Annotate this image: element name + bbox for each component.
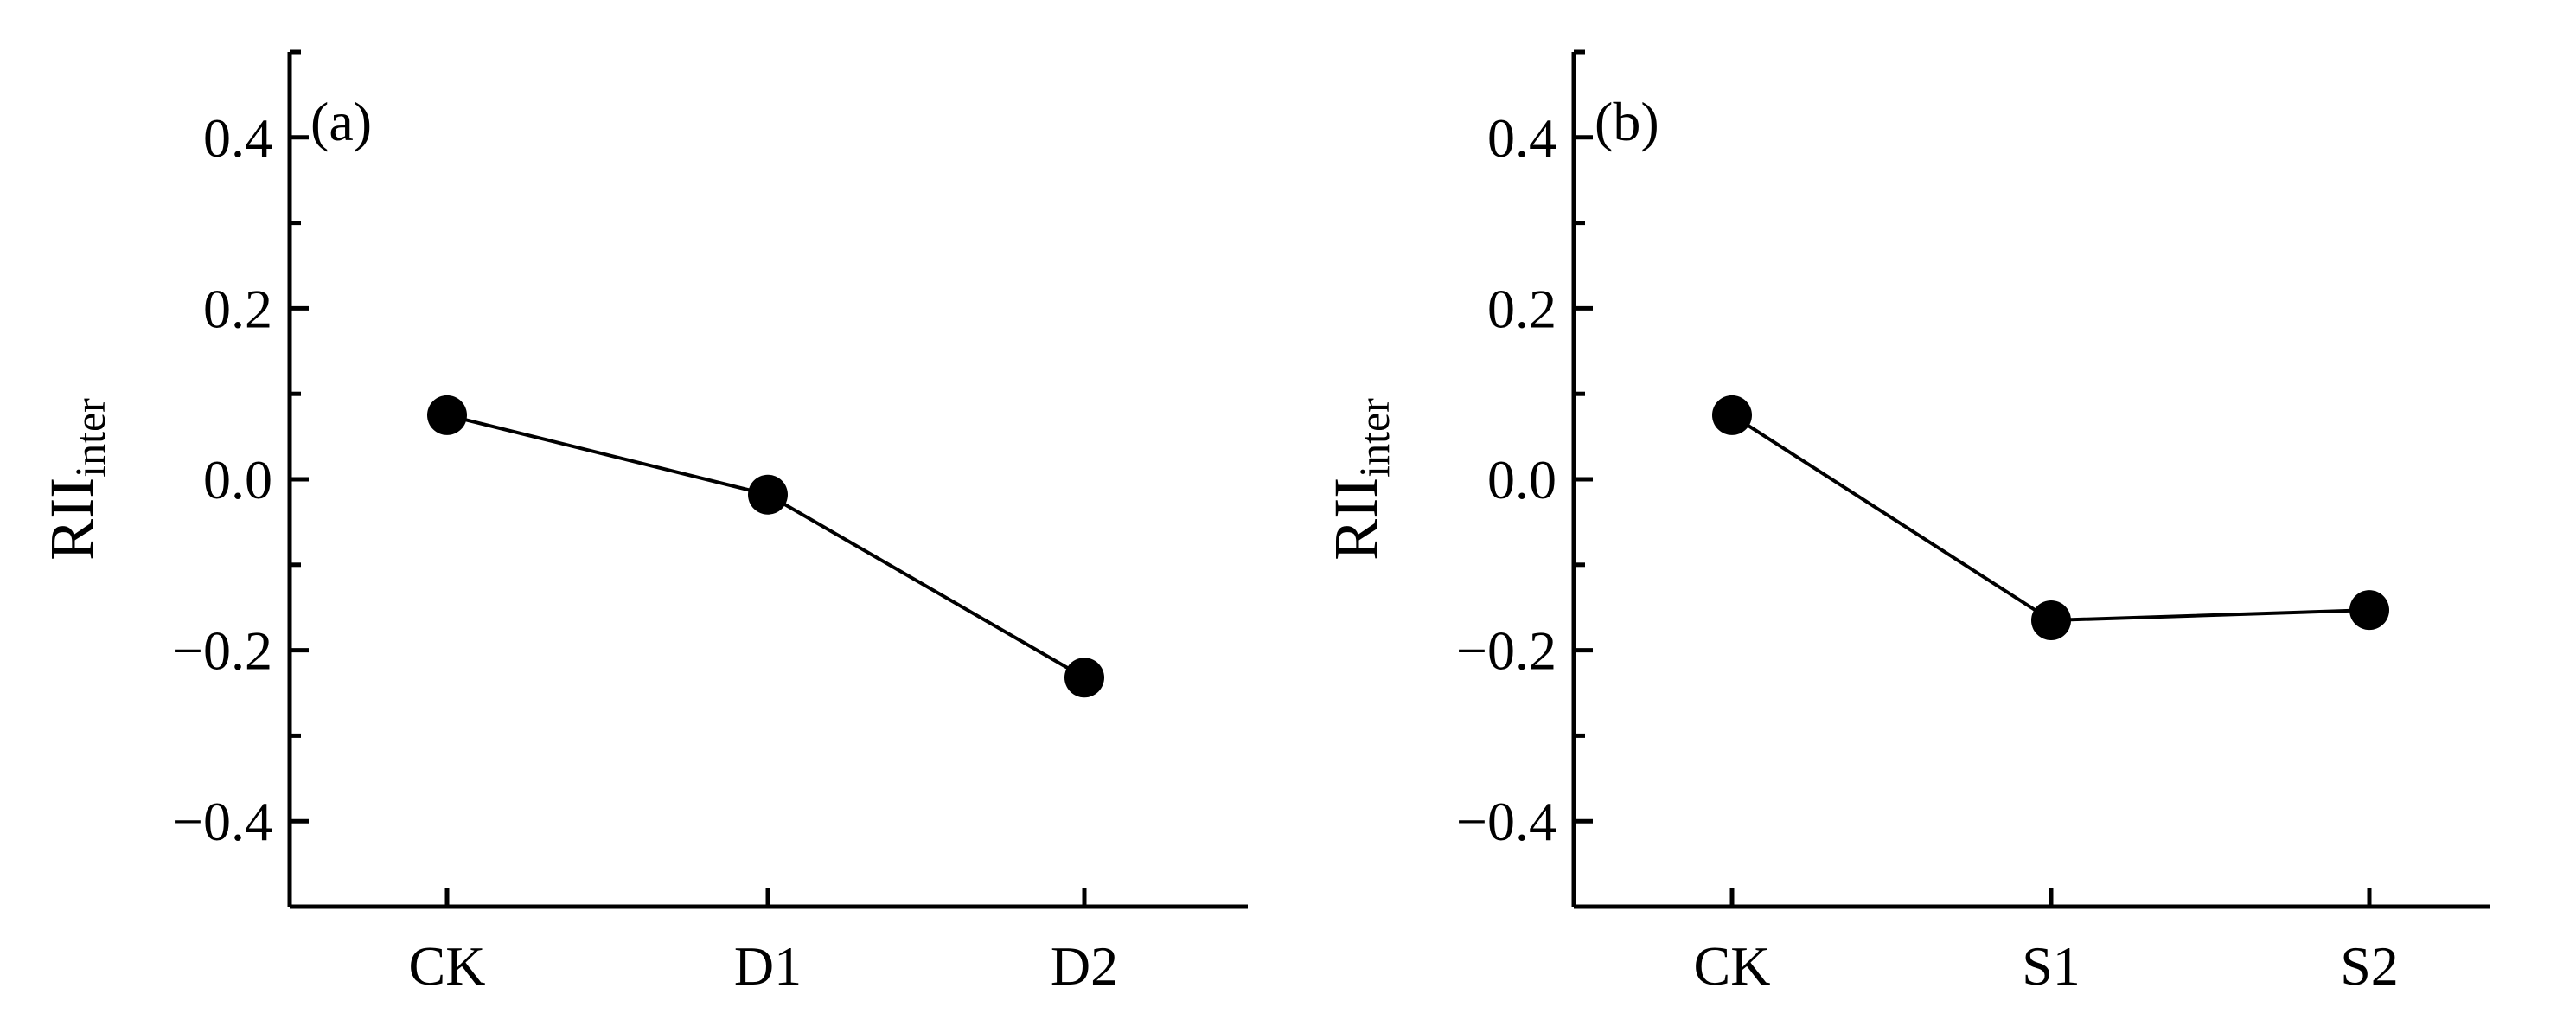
x-tick-label: S1 (2022, 935, 2081, 997)
data-point-CK (1712, 395, 1752, 435)
panel-0: 0.4 0.2 0.0 −0.2 −0.4 CK D1 D2 RIIinter (a) (37, 49, 1248, 997)
y-tick-label: −0.4 (172, 791, 272, 852)
series-line (1730, 414, 2370, 623)
y-tick-label: 0.2 (1487, 278, 1556, 339)
y-tick-label: 0.4 (1487, 107, 1556, 169)
data-point-S2 (2349, 590, 2389, 631)
series-line (446, 413, 1086, 679)
y-tick-label: −0.2 (172, 620, 272, 682)
y-axis-label: RIIinter (37, 398, 114, 561)
x-tick-label: CK (1694, 935, 1771, 997)
y-tick-label: 0.4 (203, 107, 272, 169)
y-tick-label: 0.0 (1487, 449, 1556, 510)
panel-1: 0.4 0.2 0.0 −0.2 −0.4 CK S1 S2 RIIinter (b) (1321, 49, 2490, 997)
y-tick-label: −0.2 (1456, 620, 1556, 682)
x-tick-label: D1 (734, 935, 802, 997)
x-tick-label: CK (409, 935, 486, 997)
data-point-D2 (1064, 658, 1104, 698)
data-point-D1 (748, 474, 788, 515)
data-point-CK (427, 395, 467, 435)
panel-label: (a) (310, 91, 372, 152)
x-tick-label: D2 (1051, 935, 1118, 997)
panel-label: (b) (1595, 91, 1659, 152)
y-tick-label: −0.4 (1456, 791, 1556, 852)
y-tick-label: 0.2 (203, 278, 272, 339)
y-tick-label: 0.0 (203, 449, 272, 510)
data-point-S1 (2031, 600, 2071, 641)
y-axis-label: RIIinter (1321, 398, 1398, 561)
x-tick-label: S2 (2340, 935, 2399, 997)
